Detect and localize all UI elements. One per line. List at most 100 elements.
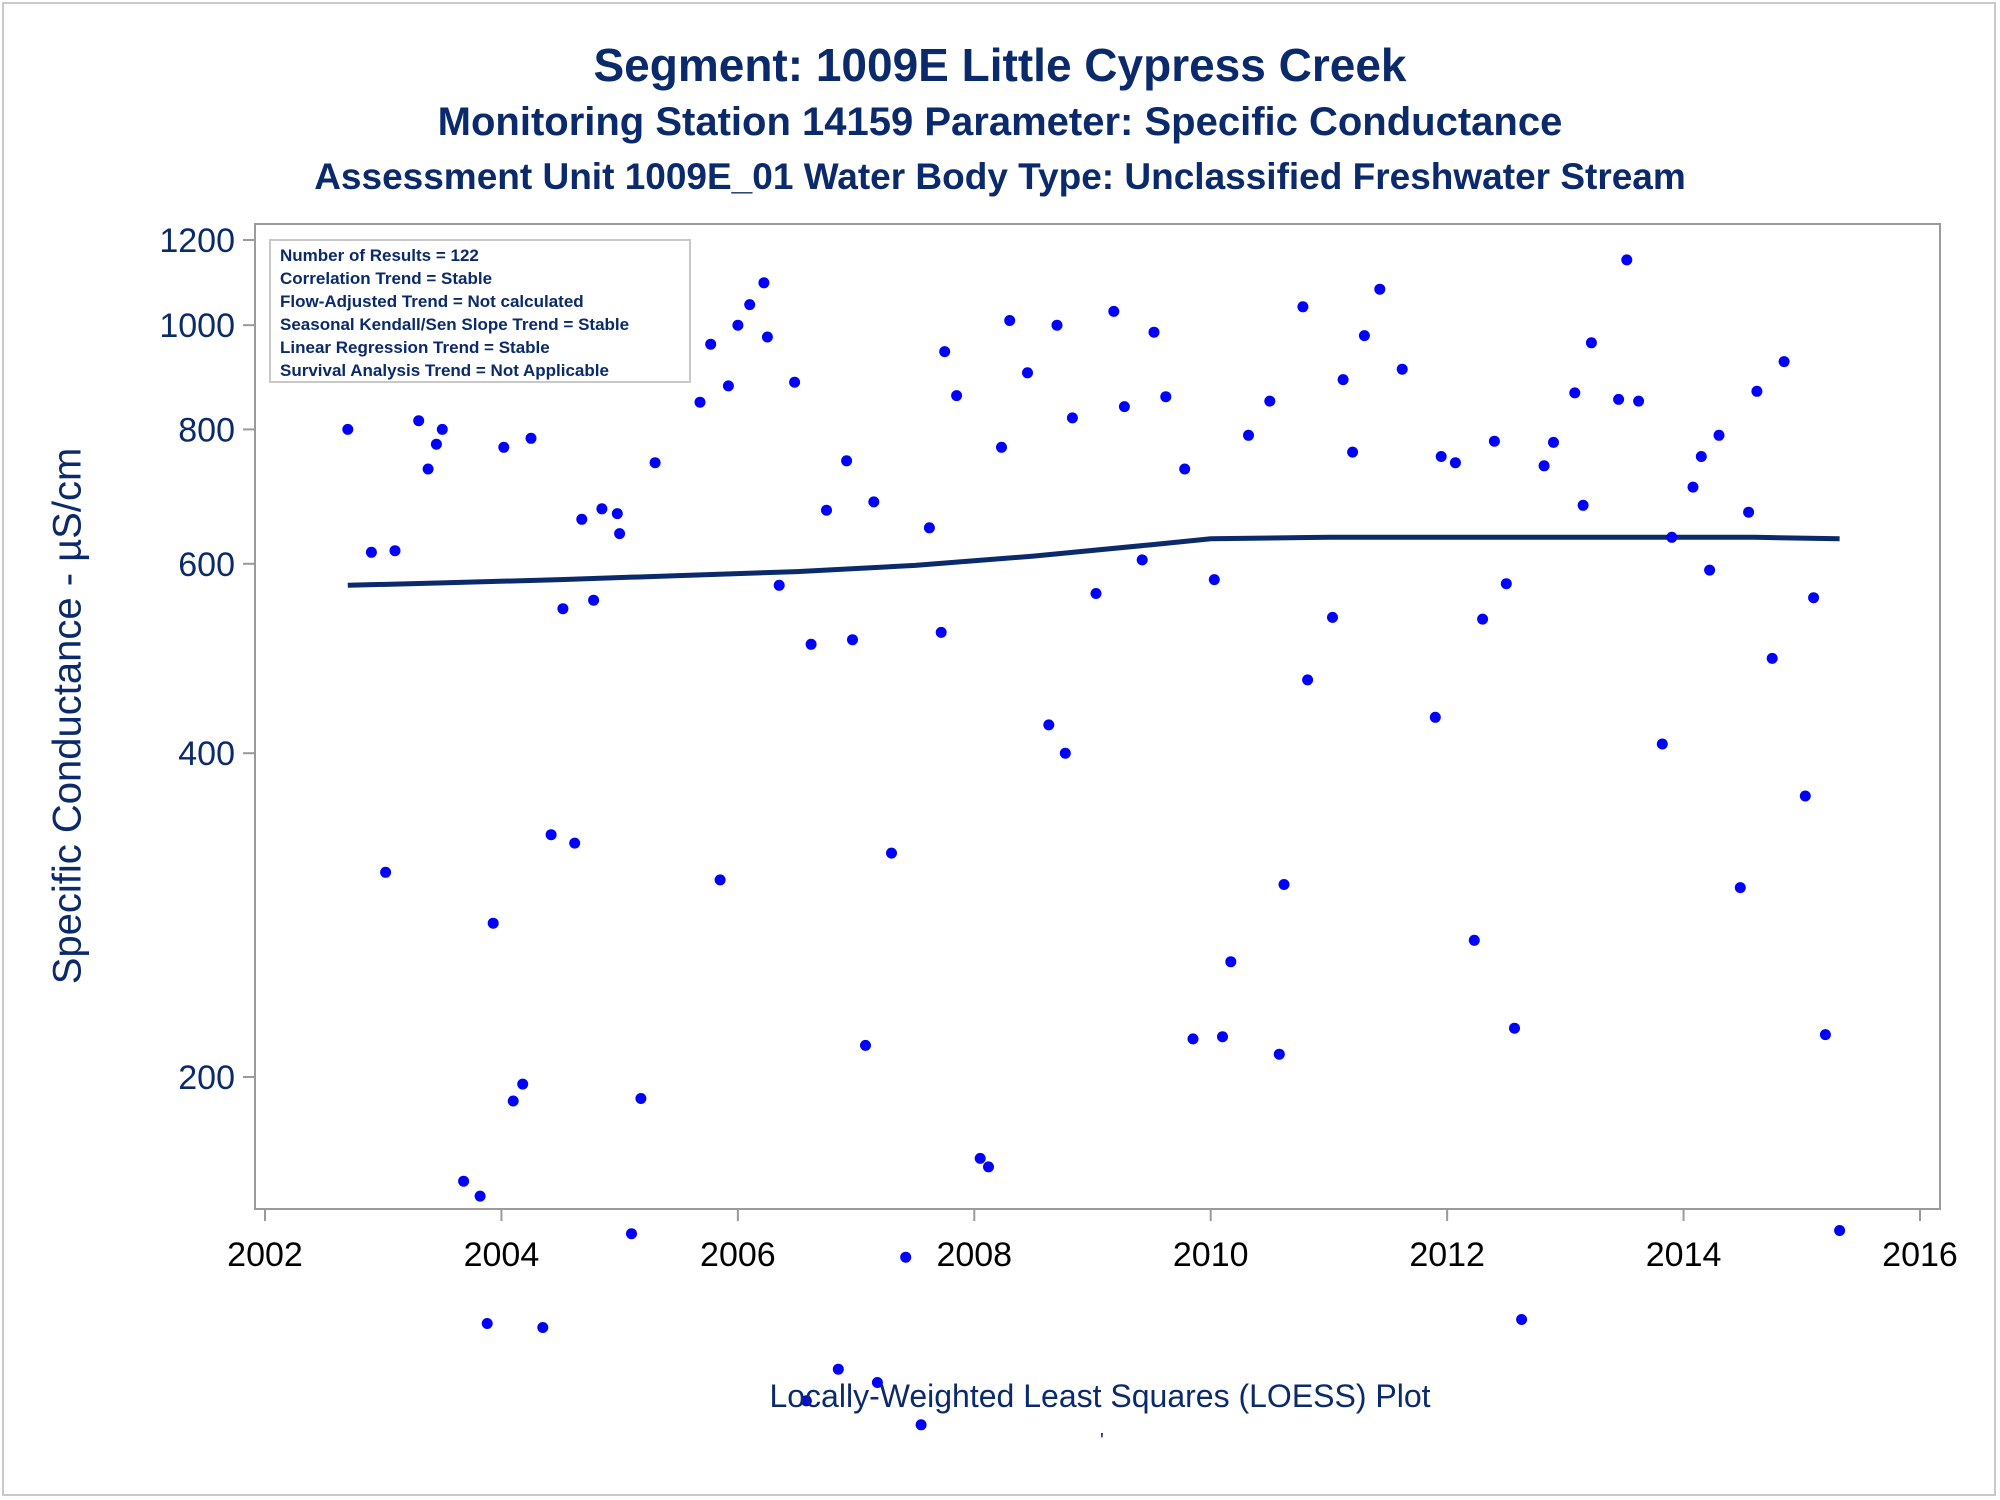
data-point: [537, 1322, 549, 1333]
data-point: [1435, 451, 1447, 462]
data-point: [1264, 395, 1276, 407]
y-axis-label: Specific Conductance - µS/cm: [45, 447, 90, 985]
data-point: [1613, 393, 1625, 405]
data-point: [1766, 652, 1778, 664]
data-point: [732, 319, 744, 331]
data-point: [517, 1078, 529, 1090]
data-point: [635, 1093, 647, 1104]
data-point: [576, 513, 588, 525]
data-point: [1297, 301, 1309, 313]
data-point: [481, 1318, 493, 1329]
y-tick-label: 600: [178, 546, 235, 584]
stats-box-line: Survival Analysis Trend = Not Applicable: [280, 361, 609, 380]
data-point: [1834, 1225, 1846, 1236]
data-point: [1695, 451, 1707, 462]
data-point: [596, 503, 608, 515]
data-point: [380, 866, 392, 878]
data-point: [1136, 554, 1148, 566]
data-point: [436, 423, 448, 435]
data-point: [1621, 254, 1633, 266]
data-point: [871, 1377, 883, 1388]
data-point: [389, 545, 401, 557]
data-point: [1022, 367, 1033, 379]
data-point: [1243, 429, 1254, 441]
data-point: [800, 1395, 812, 1407]
data-point: [1217, 1031, 1228, 1043]
data-point: [951, 390, 963, 402]
chart-title: Segment: 1009E Little Cypress Creek: [593, 39, 1407, 91]
data-point: [365, 546, 377, 558]
data-point: [1656, 738, 1668, 750]
data-point: [1743, 506, 1755, 518]
data-point: [1179, 463, 1191, 475]
data-point: [923, 522, 935, 534]
data-point: [939, 346, 951, 358]
data-point: [1548, 436, 1559, 448]
data-point: [1569, 387, 1581, 399]
data-point: [1799, 790, 1811, 802]
data-point: [1778, 356, 1790, 368]
data-point: [1327, 611, 1338, 623]
data-point: [614, 528, 626, 540]
data-point: [1585, 337, 1597, 349]
data-point: [722, 380, 734, 392]
data-point: [1751, 385, 1763, 397]
y-axis: 200 400 600 800 1000 1200: [159, 222, 255, 1097]
chart-subtitle-station: Monitoring Station 14159 Parameter: Spec…: [437, 100, 1563, 144]
data-point: [744, 299, 756, 311]
data-point: [694, 396, 706, 408]
data-point: [1278, 879, 1290, 890]
y-tick-label: 1200: [159, 222, 235, 260]
data-point: [1066, 412, 1078, 424]
data-point: [569, 837, 581, 849]
data-point: [1337, 374, 1349, 386]
data-point: [507, 1095, 519, 1107]
stats-box-line: Linear Regression Trend = Stable: [280, 338, 550, 357]
y-tick-label: 800: [178, 411, 235, 449]
data-point: [1273, 1048, 1285, 1060]
data-point: [422, 463, 434, 475]
x-tick-label: 2012: [1409, 1236, 1485, 1274]
data-point: [1004, 315, 1016, 326]
stats-box: Number of Results = 122 Correlation Trend…: [269, 239, 691, 383]
stats-box-line: Correlation Trend = Stable: [280, 269, 492, 288]
y-tick-label: 400: [178, 735, 235, 773]
data-point: [626, 1228, 637, 1240]
data-point: [996, 441, 1007, 453]
x-tick-label: 2016: [1882, 1236, 1958, 1274]
data-point: [1477, 613, 1489, 625]
data-point: [1051, 319, 1063, 331]
data-point: [860, 1039, 871, 1051]
data-point: [1118, 401, 1130, 413]
stats-box-line: Flow-Adjusted Trend = Not calculated: [280, 292, 584, 311]
data-point: [868, 496, 880, 508]
data-point: [1374, 283, 1386, 295]
data-point: [935, 626, 947, 638]
chart-subtitle-assessment: Assessment Unit 1009E_01 Water Body Type…: [314, 156, 1686, 197]
data-point: [1468, 934, 1480, 946]
data-point: [1208, 574, 1220, 586]
x-tick-label: 2006: [700, 1236, 776, 1274]
y-tick-label: 200: [178, 1059, 235, 1097]
data-point: [1302, 674, 1314, 686]
data-point: [1633, 395, 1645, 407]
data-point: [758, 277, 770, 289]
data-point: [1160, 391, 1172, 403]
data-point: [1500, 578, 1512, 590]
data-point: [1713, 429, 1725, 441]
y-tick-label: 1000: [159, 307, 235, 345]
stats-box-line: Seasonal Kendall/Sen Slope Trend = Stabl…: [280, 315, 629, 334]
data-point: [1449, 457, 1461, 469]
data-point: [611, 508, 623, 520]
data-point: [458, 1175, 470, 1187]
data-point: [974, 1152, 986, 1164]
x-tick-label: 2008: [936, 1236, 1012, 1274]
loess-trend-line: [347, 534, 1840, 588]
data-point: [474, 1190, 486, 1202]
data-point: [1059, 747, 1071, 759]
data-point: [1509, 1022, 1520, 1034]
data-point: [900, 1251, 912, 1263]
data-point: [1429, 711, 1441, 723]
data-point: [1704, 564, 1716, 576]
